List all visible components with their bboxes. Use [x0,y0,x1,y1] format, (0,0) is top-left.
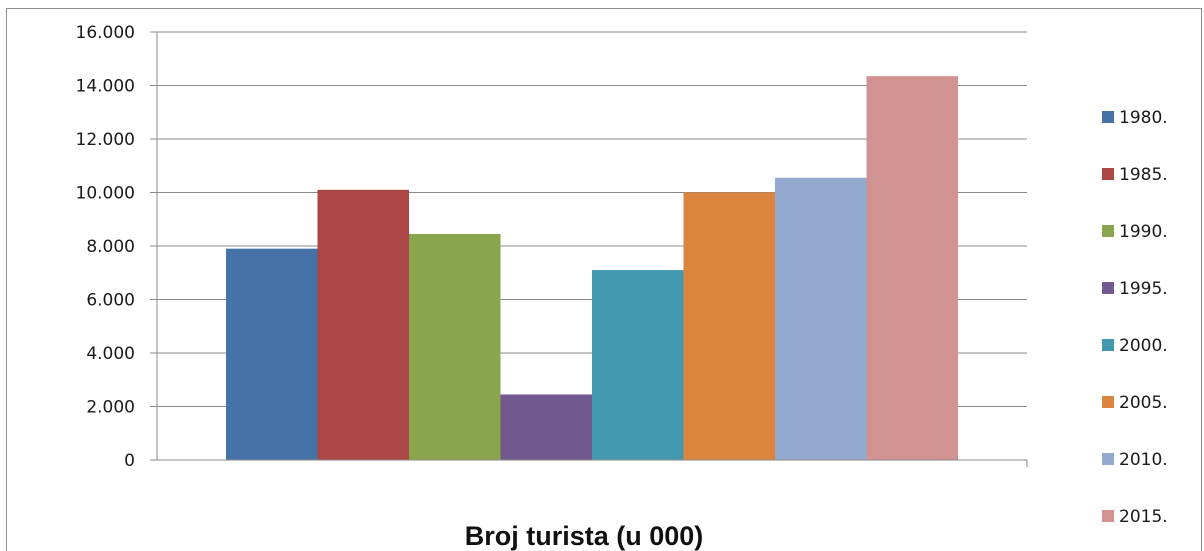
legend-label: 2005. [1119,393,1168,413]
legend-item: 2010. [1102,450,1168,470]
legend-item: 1985. [1102,165,1168,185]
y-tick-label: 8.000 [86,237,135,257]
bar-1990 [409,233,501,460]
chart-frame: 0 2.000 4.000 6.000 8.000 10.000 12.000 14.000 1… [6,8,1202,551]
x-axis-title: Broj turista (u 000) [465,521,704,551]
y-tick-label: 10.000 [76,184,135,204]
legend-item: 2000. [1102,336,1168,356]
legend-label: 1990. [1119,222,1168,242]
y-tick-label: 6.000 [86,291,135,311]
legend-swatch [1102,339,1114,351]
y-tick-label: 14.000 [76,77,135,97]
axes [150,32,1028,467]
bar-1980 [226,248,318,460]
legend-swatch [1102,225,1114,237]
y-tick-label: 12.000 [76,130,135,150]
legend-item: 1990. [1102,222,1168,242]
bar-2005 [683,192,775,460]
legend-swatch [1102,111,1114,123]
legend-label: 1980. [1119,108,1168,128]
legend-item: 1995. [1102,279,1168,299]
bar-1995 [500,394,592,460]
y-tick-label: 16.000 [76,23,135,43]
bar-1985 [317,189,409,460]
y-tick-label: 0 [124,451,135,471]
legend-swatch [1102,453,1114,465]
legend-swatch [1102,282,1114,294]
legend-label: 2000. [1119,336,1168,356]
legend-swatch [1102,396,1114,408]
legend-item: 2015. [1102,507,1168,527]
legend-item: 1980. [1102,108,1168,128]
bar-2015 [866,76,958,460]
legend-label: 2010. [1119,450,1168,470]
legend-item: 2005. [1102,393,1168,413]
legend: 1980. 1985. 1990. 1995. 2000. 2005. 2010. 2015. [1102,108,1168,527]
bar-chart: 0 2.000 4.000 6.000 8.000 10.000 12.000 14.000 1… [76,23,1168,551]
y-tick-labels: 0 2.000 4.000 6.000 8.000 10.000 12.000 14.000 1… [76,23,135,471]
y-tick-label: 4.000 [86,344,135,364]
legend-label: 1985. [1119,165,1168,185]
bar-2010 [775,177,867,460]
bar-2000 [592,270,684,460]
legend-swatch [1102,168,1114,180]
y-tick-label: 2.000 [86,398,135,418]
bars [226,76,958,460]
legend-label: 2015. [1119,507,1168,527]
legend-swatch [1102,510,1114,522]
legend-label: 1995. [1119,279,1168,299]
